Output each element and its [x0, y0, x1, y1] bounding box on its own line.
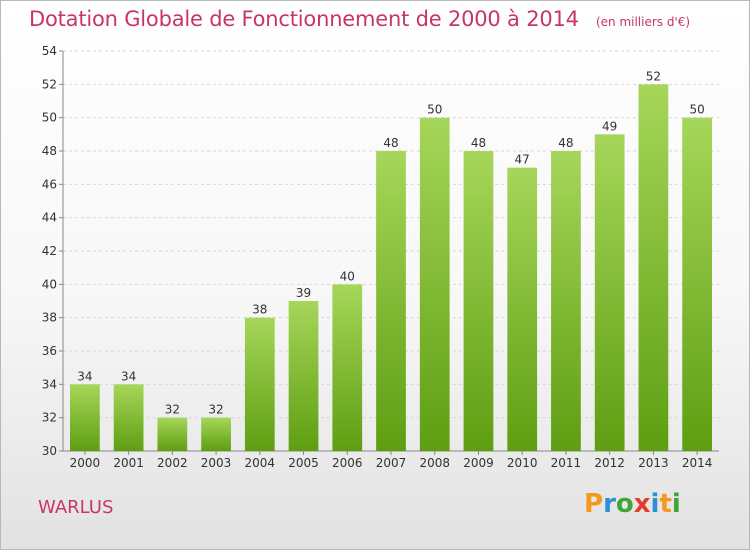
- data-label: 34: [77, 369, 92, 383]
- chart-title: Dotation Globale de Fonctionnement de 20…: [29, 7, 579, 31]
- x-tick-label: 2013: [638, 456, 669, 470]
- bar: [682, 117, 713, 452]
- logo-letter: r: [603, 489, 616, 519]
- data-label: 39: [296, 286, 311, 300]
- x-tick-label: 2007: [376, 456, 407, 470]
- bar: [594, 134, 625, 452]
- y-tick-label: 54: [42, 44, 57, 58]
- x-tick-label: 2004: [245, 456, 276, 470]
- data-label: 32: [208, 403, 223, 417]
- data-label: 34: [121, 369, 136, 383]
- bar: [113, 384, 144, 451]
- x-tick-label: 2005: [288, 456, 319, 470]
- y-tick-label: 38: [42, 311, 57, 325]
- y-tick-label: 48: [42, 144, 57, 158]
- bars: [69, 84, 713, 452]
- y-tick-label: 46: [42, 177, 57, 191]
- data-labels: 34 34 32 32 38 39 40 48 50 48 47 48 49 52 50: [77, 69, 705, 416]
- proxiti-logo[interactable]: Proxiti: [584, 489, 681, 519]
- y-tick-label: 32: [42, 411, 57, 425]
- bar: [463, 151, 494, 451]
- y-tick-label: 30: [42, 444, 57, 458]
- data-label: 38: [252, 303, 267, 317]
- data-label: 48: [383, 136, 398, 150]
- data-label: 50: [689, 103, 704, 117]
- y-tick-label: 50: [42, 111, 57, 125]
- bar: [551, 151, 581, 451]
- data-label: 50: [427, 103, 442, 117]
- commune-name: WARLUS: [38, 497, 114, 518]
- x-tick-label: 2002: [157, 456, 188, 470]
- data-label: 48: [558, 136, 573, 150]
- bar: [157, 417, 188, 451]
- y-tick-label: 42: [42, 244, 57, 258]
- logo-letter: i: [671, 489, 681, 519]
- x-tick-label: 2006: [332, 456, 363, 470]
- x-tick-label: 2008: [419, 456, 450, 470]
- x-tick-label: 2001: [113, 456, 144, 470]
- bar: [638, 84, 669, 451]
- x-tick-label: 2000: [70, 456, 101, 470]
- data-label: 47: [515, 153, 530, 167]
- y-tick-label: 52: [42, 77, 57, 91]
- bar: [332, 284, 363, 451]
- x-tick-label: 2011: [551, 456, 582, 470]
- data-label: 32: [165, 403, 180, 417]
- logo-letter: x: [633, 489, 651, 519]
- y-tick-label: 40: [42, 277, 57, 291]
- logo-letter: o: [615, 489, 634, 519]
- y-tick-label: 36: [42, 344, 57, 358]
- data-label: 48: [471, 136, 486, 150]
- x-tick-label: 2012: [594, 456, 625, 470]
- bar: [201, 417, 231, 451]
- logo-letter: i: [650, 489, 660, 519]
- y-tick-label: 34: [42, 377, 57, 391]
- y-tick-label: 44: [42, 211, 57, 225]
- bar: [507, 167, 538, 451]
- title-row: Dotation Globale de Fonctionnement de 20…: [29, 7, 690, 31]
- bar: [69, 384, 100, 451]
- x-tick-label: 2003: [201, 456, 232, 470]
- bar: [288, 301, 319, 451]
- data-label: 40: [340, 269, 355, 283]
- x-tick-label: 2014: [682, 456, 713, 470]
- logo-letter: P: [584, 489, 604, 519]
- x-tick-label: 2010: [507, 456, 538, 470]
- bar: [244, 317, 275, 451]
- data-label: 52: [646, 69, 661, 83]
- x-tick-label: 2009: [463, 456, 494, 470]
- data-label: 49: [602, 119, 617, 133]
- chart-subtitle: (en milliers d'€): [595, 15, 691, 29]
- logo-letter: t: [659, 489, 672, 519]
- bar: [376, 151, 406, 451]
- bar: [419, 117, 450, 452]
